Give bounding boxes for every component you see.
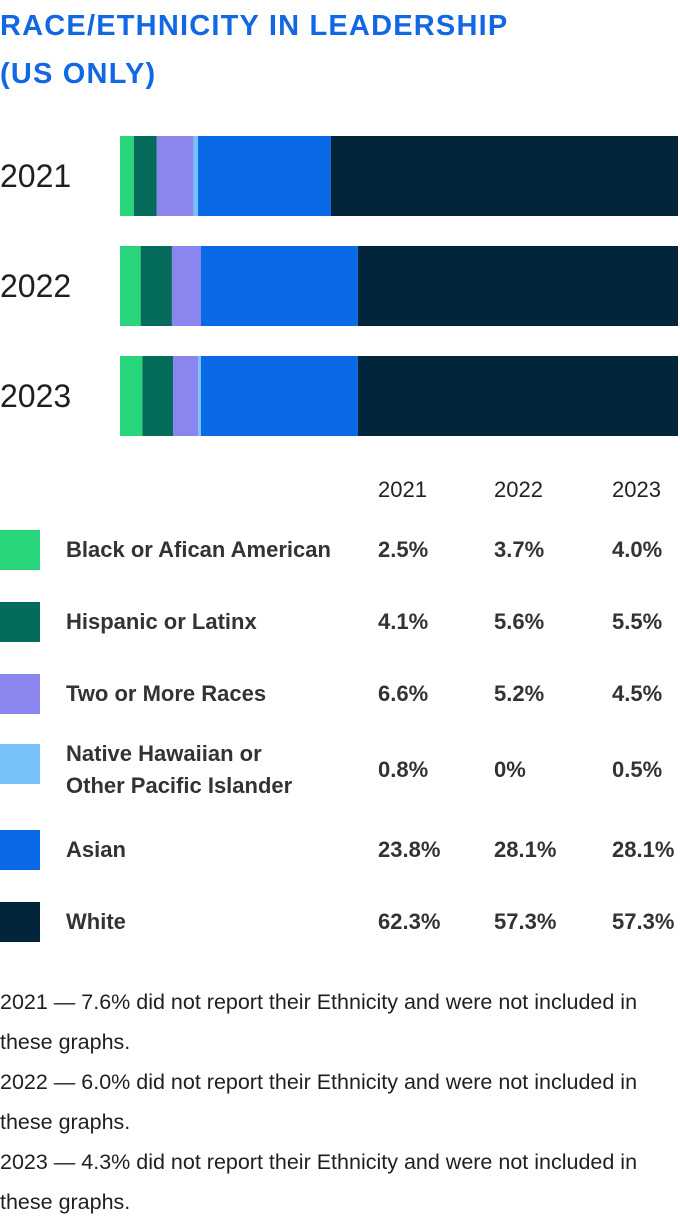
- legend-value-two-or-more-2023: 4.5%: [612, 681, 663, 706]
- legend-value-two-or-more-2021: 6.6%: [378, 681, 429, 706]
- legend-label-black: Black or Afican American: [66, 537, 331, 562]
- bar-segment-2022-4: [200, 246, 358, 326]
- year-label-2021: 2021: [0, 158, 71, 194]
- bar-segment-2023-0: [120, 356, 143, 436]
- legend-value-black-2023: 4.0%: [612, 537, 663, 562]
- legend-value-asian-2023: 28.1%: [612, 837, 675, 862]
- legend-value-two-or-more-2022: 5.2%: [494, 681, 545, 706]
- footnote-2022: 2022 — 6.0% did not report their Ethnici…: [0, 1070, 638, 1134]
- bar-segment-2023-3: [198, 356, 201, 436]
- legend-value-asian-2021: 23.8%: [378, 837, 441, 862]
- legend-label-pacific-islander-line-2: Other Pacific Islander: [66, 773, 293, 798]
- legend-swatch-two-or-more: [0, 674, 40, 714]
- legend-value-hispanic-2022: 5.6%: [494, 609, 545, 634]
- year-label-2022: 2022: [0, 268, 71, 304]
- legend-value-asian-2022: 28.1%: [494, 837, 557, 862]
- footnote-2021: 2021 — 7.6% did not report their Ethnici…: [0, 990, 638, 1054]
- chart-title-line-2: (US ONLY): [0, 58, 157, 90]
- bar-segment-2023-4: [200, 356, 358, 436]
- bar-segment-2021-2: [156, 136, 194, 216]
- bar-segment-2021-1: [133, 136, 157, 216]
- footnote-2023: 2023 — 4.3% did not report their Ethnici…: [0, 1150, 638, 1214]
- legend-value-black-2021: 2.5%: [378, 537, 429, 562]
- legend-value-white-2023: 57.3%: [612, 909, 675, 934]
- legend-label-pacific-islander: Native Hawaiian or Other Pacific Islande…: [66, 738, 366, 802]
- chart-title-line-1: RACE/ETHNICITY IN LEADERSHIP: [0, 10, 509, 42]
- legend-label-hispanic: Hispanic or Latinx: [66, 609, 257, 634]
- legend-swatch-pacific-islander: [0, 744, 40, 784]
- legend-label-white: White: [66, 909, 126, 934]
- legend-header-2023: 2023: [612, 477, 661, 502]
- legend-swatch-black: [0, 530, 40, 570]
- bar-segment-2022-0: [120, 246, 141, 326]
- legend-label-two-or-more: Two or More Races: [66, 681, 267, 706]
- bar-segment-2022-5: [357, 246, 678, 326]
- bar-segment-2023-2: [173, 356, 199, 436]
- bar-segment-2021-5: [330, 136, 678, 216]
- legend-value-white-2021: 62.3%: [378, 909, 441, 934]
- legend-swatch-hispanic: [0, 602, 40, 642]
- legend-value-hispanic-2023: 5.5%: [612, 609, 663, 634]
- legend-header-2022: 2022: [494, 477, 543, 502]
- bar-segment-2021-0: [120, 136, 134, 216]
- legend-value-pacific-islander-2023: 0.5%: [612, 757, 663, 782]
- legend-value-white-2022: 57.3%: [494, 909, 557, 934]
- bar-segment-2022-2: [171, 246, 201, 326]
- legend-value-hispanic-2021: 4.1%: [378, 609, 429, 634]
- footnotes: 2021 — 7.6% did not report their Ethnici…: [0, 982, 680, 1222]
- bar-segment-2021-3: [193, 136, 199, 216]
- bar-segment-2021-4: [198, 136, 331, 216]
- legend-label-asian: Asian: [66, 837, 126, 862]
- legend-value-pacific-islander-2021: 0.8%: [378, 757, 429, 782]
- legend-header-2021: 2021: [378, 477, 427, 502]
- bar-segment-2023-1: [142, 356, 174, 436]
- legend-value-pacific-islander-2022: 0%: [494, 757, 526, 782]
- bar-segment-2023-5: [357, 356, 678, 436]
- legend-swatch-asian: [0, 830, 40, 870]
- bar-segment-2022-1: [140, 246, 172, 326]
- legend-swatch-white: [0, 902, 40, 942]
- year-label-2023: 2023: [0, 378, 71, 414]
- chart-title: RACE/ETHNICITY IN LEADERSHIP (US ONLY): [0, 2, 660, 98]
- stacked-bar-chart: 2021 2022 2023: [0, 136, 678, 436]
- legend-label-pacific-islander-line-1: Native Hawaiian or: [66, 741, 262, 766]
- legend-value-black-2022: 3.7%: [494, 537, 545, 562]
